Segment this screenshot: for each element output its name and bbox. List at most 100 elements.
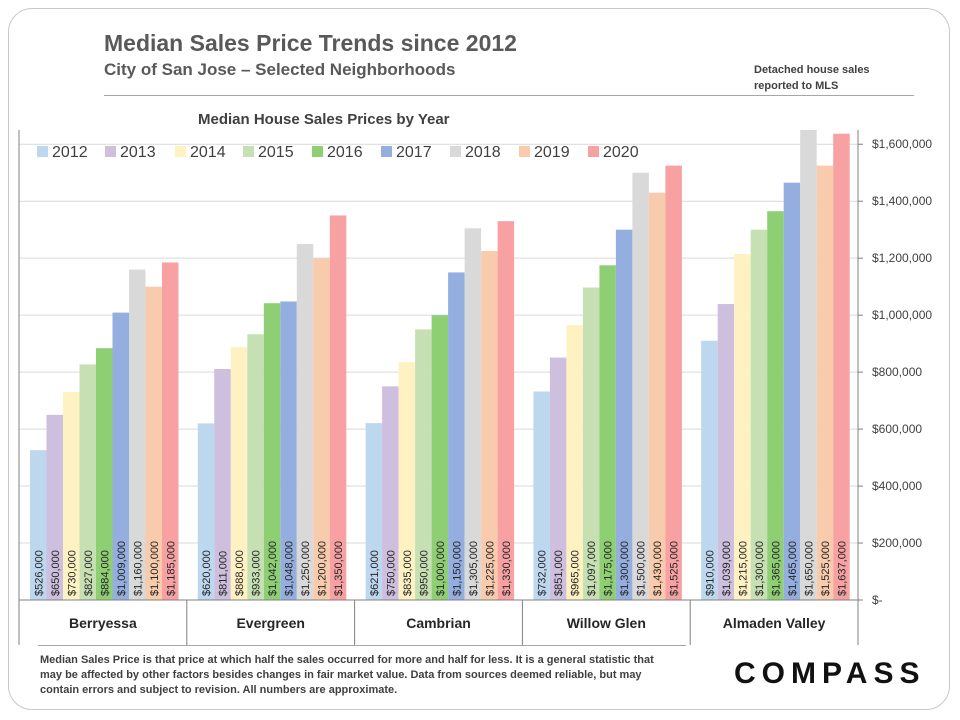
legend-swatch (381, 146, 392, 157)
data-label: $1,175,000 (603, 541, 615, 596)
data-label: $1,200,000 (317, 541, 329, 596)
bar (701, 340, 718, 600)
page-subtitle: City of San Jose – Selected Neighborhood… (104, 60, 456, 79)
bar (263, 303, 281, 600)
y-tick-label: $- (872, 593, 883, 607)
legend: 2012 2013 2014 2015 2016 2017 2018 2019 2020 (37, 144, 639, 161)
bar (533, 391, 550, 600)
bar (96, 348, 113, 600)
bar (197, 423, 215, 600)
source-note-line-2: reported to MLS (754, 80, 839, 92)
data-label: $827,000 (83, 550, 95, 596)
bar (448, 272, 465, 600)
bars (30, 130, 850, 601)
bar (549, 357, 567, 600)
data-label: $621,000 (369, 550, 381, 596)
bar (481, 251, 498, 600)
data-label: $965,000 (570, 550, 582, 596)
legend-swatch (588, 146, 599, 157)
data-label: $1,365,000 (770, 541, 782, 596)
bar (46, 414, 63, 600)
bar (750, 229, 768, 601)
data-label: $1,100,000 (149, 541, 161, 596)
source-note: Detached house sales reported to MLS (754, 62, 914, 94)
data-label: $1,500,000 (636, 541, 648, 596)
data-label: $950,000 (418, 550, 430, 596)
data-label: $730,000 (66, 550, 78, 596)
legend-label: 2012 (52, 144, 88, 161)
data-label: $1,185,000 (165, 541, 177, 596)
data-labels: $526,000 $650,000 $730,000 $827,000 $884,000… (33, 541, 848, 596)
data-label: $1,160,000 (132, 541, 144, 596)
bar (30, 450, 47, 600)
bar (632, 172, 649, 600)
x-tick-label: Willow Glen (567, 615, 646, 631)
bar (247, 334, 264, 600)
bar (615, 229, 633, 601)
data-label: $732,000 (537, 550, 549, 596)
data-label: $1,225,000 (484, 541, 496, 596)
bar (214, 368, 231, 600)
bar (365, 423, 383, 600)
axes: $- $200,000 $400,000 $600,000 $800,000 $1,000… (18, 130, 932, 645)
bar (145, 286, 162, 600)
legend-swatch (37, 146, 48, 157)
y-tick-label: $1,400,000 (872, 194, 932, 208)
header-divider (104, 95, 914, 96)
bar (415, 329, 432, 600)
data-label: $851,000 (553, 550, 565, 596)
data-label: $750,000 (385, 550, 397, 596)
data-label: $910,000 (704, 550, 716, 596)
data-label: $1,300,000 (754, 541, 766, 596)
y-tick-label: $800,000 (872, 365, 922, 379)
bar (566, 325, 583, 600)
data-label: $884,000 (99, 550, 111, 596)
chart-title: Median House Sales Prices by Year (198, 111, 450, 128)
bar (431, 315, 449, 600)
bar (329, 215, 347, 601)
source-note-line-1: Detached house sales (754, 64, 870, 76)
data-label: $1,009,000 (116, 541, 128, 596)
page-title: Median Sales Price Trends since 2012 (104, 30, 517, 56)
disclaimer-text: Median Sales Price is that price at whic… (40, 654, 654, 696)
data-label: $1,000,000 (435, 541, 447, 596)
x-tick-label: Berryessa (69, 615, 137, 631)
bar (112, 312, 129, 600)
data-label: $933,000 (251, 550, 263, 596)
data-label: $1,525,000 (669, 541, 681, 596)
data-label: $811,000 (218, 551, 230, 596)
data-label: $1,650,000 (803, 541, 815, 596)
data-label: $650,000 (50, 550, 62, 596)
data-label: $1,097,000 (586, 541, 598, 596)
bar (382, 386, 399, 600)
data-label: $1,150,000 (451, 541, 463, 596)
y-tick-label: $1,600,000 (872, 137, 932, 151)
bar (398, 362, 416, 600)
data-label: $1,048,000 (284, 541, 296, 596)
legend-label: 2017 (396, 144, 432, 161)
bar (230, 347, 248, 600)
bar (79, 364, 96, 600)
bar (464, 228, 482, 601)
bar (497, 221, 515, 600)
y-tick-label: $1,200,000 (872, 251, 932, 265)
legend-swatch (312, 146, 323, 157)
bar (783, 182, 801, 601)
bar (717, 304, 735, 600)
bar (599, 265, 616, 600)
data-label: $526,000 (33, 550, 45, 596)
x-tick-label: Evergreen (236, 615, 304, 631)
y-tick-label: $600,000 (872, 422, 922, 436)
data-label: $1,350,000 (333, 541, 345, 596)
bar (582, 287, 600, 600)
data-label: $1,042,000 (267, 541, 279, 596)
legend-label: 2015 (258, 144, 294, 161)
bar (313, 258, 330, 600)
bar (800, 130, 817, 600)
legend-label: 2020 (603, 144, 639, 161)
data-label: $1,300,000 (619, 541, 631, 596)
bar (816, 165, 834, 600)
bar (665, 165, 682, 600)
legend-swatch (243, 146, 254, 157)
